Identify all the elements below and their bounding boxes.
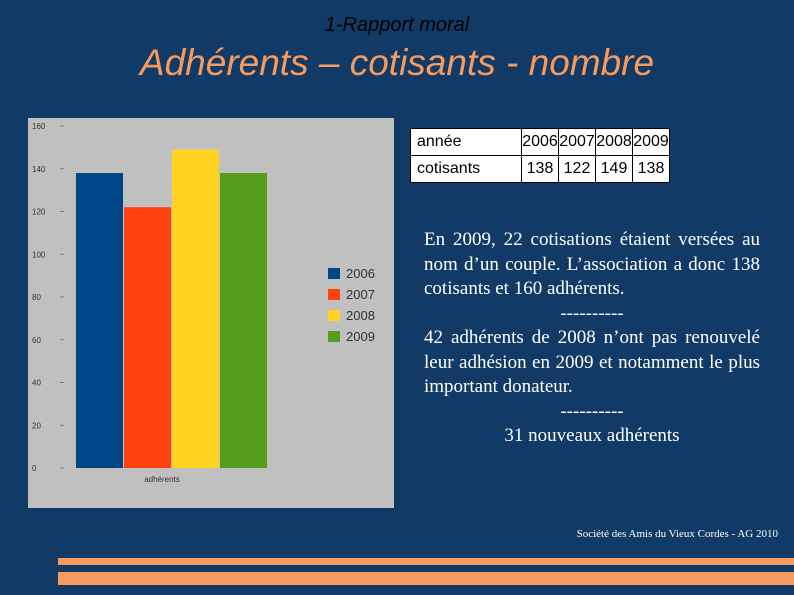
body-text: En 2009, 22 cotisations étaient versées … [424,228,760,449]
legend-swatch [328,331,340,342]
table-label-cotisants: cotisants [410,155,522,183]
supertitle: 1-Rapport moral [324,14,470,36]
table-year: 2009 [632,128,670,156]
y-tick-label: 80 [32,293,41,302]
y-tick-label: 0 [32,464,37,473]
decorative-line [58,572,794,585]
footer: Société des Amis du Vieux Cordes - AG 20… [576,528,778,540]
legend-label: 2008 [346,308,375,323]
paragraph-couples: En 2009, 22 cotisations étaient versées … [424,229,760,299]
bar-chart: 0 20 40 60 80 100 120 140 160 adhérents 2006 2007 20… [32,122,375,484]
legend-swatch [328,289,340,300]
separator: ---------- [560,302,624,324]
bar-2008 [172,149,219,468]
legend-label: 2007 [346,287,375,302]
paragraph-new-members: 31 nouveaux adhérents [504,425,680,446]
table-label-year: année [410,128,522,156]
table-year: 2006 [521,128,559,156]
table-row-year: année 2006 2007 2008 2009 [410,128,670,156]
legend-label: 2009 [346,329,375,344]
table-row-cotisants: cotisants 138 122 149 138 [410,155,670,183]
y-tick-label: 20 [32,421,41,430]
legend-swatch [328,310,340,321]
decorative-line [58,558,794,565]
y-tick-label: 140 [32,165,46,174]
y-tick-label: 100 [32,250,46,259]
legend-label: 2006 [346,266,375,281]
bar-2007 [124,207,171,468]
page-title: Adhérents – cotisants - nombre [139,42,655,83]
legend-swatch [328,268,340,279]
paragraph-renewals: 42 adhérents de 2008 n’ont pas renouvelé… [424,327,760,397]
bar-2009 [220,173,267,468]
table-value: 149 [595,155,633,183]
data-table: année 2006 2007 2008 2009 cotisants 138 … [410,128,670,183]
separator: ---------- [560,400,624,422]
chart-panel: 0 20 40 60 80 100 120 140 160 adhérents 2006 2007 20… [28,118,394,508]
table-value: 122 [558,155,596,183]
y-tick-label: 60 [32,336,41,345]
table-year: 2008 [595,128,633,156]
y-tick-label: 160 [32,122,46,131]
x-tick-label: adhérents [144,475,180,484]
y-tick-label: 120 [32,208,46,217]
bar-2006 [76,173,123,468]
table-value: 138 [632,155,670,183]
table-year: 2007 [558,128,596,156]
table-value: 138 [521,155,559,183]
y-tick-label: 40 [32,379,41,388]
